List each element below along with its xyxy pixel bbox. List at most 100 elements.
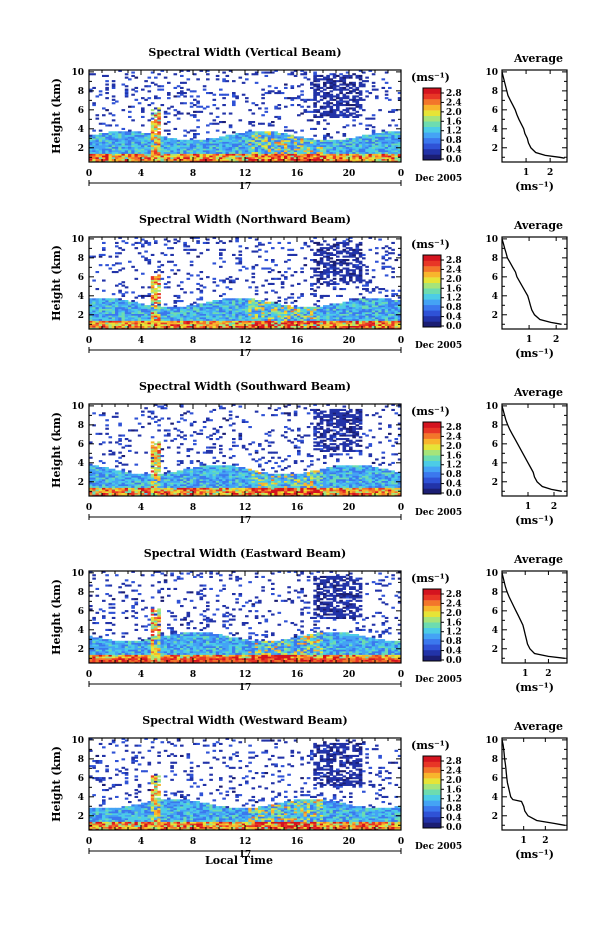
colorbar-tick-label: 1.2	[446, 127, 462, 137]
x-tick-label: 0	[398, 503, 404, 513]
y-axis-label: Height (km)	[50, 579, 63, 655]
average-y-tick-label: 8	[492, 254, 498, 264]
y-tick-label: 6	[78, 607, 84, 617]
colorbar: (ms⁻¹) 0.00.40.81.21.62.02.42.8	[411, 572, 462, 666]
day-label: 17	[239, 683, 252, 693]
colorbar-tick-label: 1.6	[446, 451, 462, 461]
colorbar-tick-label: 2.4	[446, 432, 462, 442]
y-axis-label: Height (km)	[50, 412, 63, 488]
y-tick-label: 2	[78, 478, 84, 488]
colorbar-tick-label: 2.8	[446, 757, 462, 767]
y-tick-label: 4	[78, 459, 84, 469]
colorbar-tick-label: 2.0	[446, 776, 462, 786]
average-x-axis-label: (ms⁻¹)	[515, 681, 554, 694]
y-tick-label: 8	[78, 588, 84, 598]
average-title: Average	[513, 553, 563, 566]
x-tick-label: 0	[86, 336, 92, 346]
panel-title: Spectral Width (Westward Beam)	[142, 714, 347, 727]
average-y-tick-label: 4	[492, 626, 498, 636]
colorbar: (ms⁻¹) 0.00.40.81.21.62.02.42.8	[411, 405, 462, 499]
x-tick-label: 12	[239, 837, 252, 847]
y-tick-label: 8	[78, 755, 84, 765]
average-x-axis-label: (ms⁻¹)	[515, 848, 554, 861]
y-tick-label: 4	[78, 125, 84, 135]
x-tick-label: 8	[190, 169, 196, 179]
average-y-tick-label: 4	[492, 292, 498, 302]
colorbar-tick-label: 0.4	[446, 480, 462, 490]
panel-title: Spectral Width (Southward Beam)	[139, 380, 351, 393]
average-profile-line	[501, 405, 562, 492]
panel-title: Spectral Width (Northward Beam)	[139, 213, 351, 226]
panel-5: Spectral Width (Westward Beam)0 4 8 12 16 20 0…	[50, 714, 568, 861]
date-label: Dec 2005	[415, 675, 462, 685]
x-tick-label: 0	[398, 169, 404, 179]
x-tick-label: 0	[86, 169, 92, 179]
average-x-tick-label: 1	[521, 836, 527, 846]
average-profile-line	[501, 238, 562, 325]
x-tick-label: 12	[239, 670, 252, 680]
y-tick-label: 2	[78, 311, 84, 321]
colorbar-tick-label: 2.8	[446, 590, 462, 600]
y-tick-label: 6	[78, 106, 84, 116]
average-x-tick-label: 2	[547, 168, 553, 178]
y-tick-label: 4	[78, 793, 84, 803]
average-x-tick-label: 1	[525, 502, 531, 512]
date-label: Dec 2005	[415, 842, 462, 852]
average-x-tick-label: 2	[542, 836, 548, 846]
x-tick-label: 16	[291, 169, 304, 179]
x-tick-label: 4	[138, 670, 144, 680]
y-tick-label: 10	[71, 736, 84, 746]
average-x-tick-label: 2	[545, 669, 551, 679]
x-tick-label: 4	[138, 837, 144, 847]
heatmap-field	[89, 403, 402, 497]
colorbar-tick-label: 2.4	[446, 599, 462, 609]
average-x-axis-label: (ms⁻¹)	[515, 180, 554, 193]
x-tick-label: 20	[343, 336, 356, 346]
average-x-tick-label: 1	[526, 335, 532, 345]
y-tick-label: 8	[78, 87, 84, 97]
colorbar-tick-label: 1.2	[446, 461, 462, 471]
average-y-tick-label: 2	[492, 144, 498, 154]
average-profile-line	[501, 739, 565, 826]
x-tick-label: 16	[291, 336, 304, 346]
average-y-tick-label: 6	[492, 106, 498, 116]
x-tick-label: 16	[291, 837, 304, 847]
y-tick-label: 8	[78, 421, 84, 431]
x-tick-label: 0	[398, 336, 404, 346]
y-tick-label: 2	[78, 144, 84, 154]
colorbar-tick-label: 0.0	[446, 322, 462, 332]
colorbar-tick-label: 2.4	[446, 766, 462, 776]
y-axis-label: Height (km)	[50, 245, 63, 321]
panel-title: Spectral Width (Eastward Beam)	[144, 547, 346, 560]
average-title: Average	[513, 386, 563, 399]
heatmap-field	[89, 236, 402, 330]
x-tick-label: 20	[343, 670, 356, 680]
x-tick-label: 12	[239, 336, 252, 346]
colorbar-unit: (ms⁻¹)	[411, 71, 450, 84]
x-tick-label: 8	[190, 336, 196, 346]
average-y-tick-label: 10	[485, 402, 498, 412]
colorbar-tick-label: 2.0	[446, 275, 462, 285]
day-label: 17	[239, 850, 252, 860]
average-y-tick-label: 8	[492, 588, 498, 598]
average-y-tick-label: 10	[485, 68, 498, 78]
day-label: 17	[239, 516, 252, 526]
average-profile-line	[501, 572, 565, 659]
colorbar-tick-label: 0.0	[446, 155, 462, 165]
colorbar-tick-label: 0.4	[446, 647, 462, 657]
colorbar-tick-label: 2.8	[446, 256, 462, 266]
average-y-tick-label: 6	[492, 607, 498, 617]
y-tick-label: 10	[71, 402, 84, 412]
colorbar-tick-label: 1.6	[446, 117, 462, 127]
average-title: Average	[513, 720, 563, 733]
x-axis-label: Local Time	[205, 854, 273, 867]
x-tick-label: 0	[86, 670, 92, 680]
colorbar-tick-label: 2.8	[446, 423, 462, 433]
heatmap-field	[89, 69, 402, 163]
panel-3: Spectral Width (Southward Beam)0 4 8 12 16 20…	[50, 380, 568, 527]
x-tick-label: 4	[138, 336, 144, 346]
colorbar-tick-label: 0.8	[446, 136, 462, 146]
date-label: Dec 2005	[415, 341, 462, 351]
